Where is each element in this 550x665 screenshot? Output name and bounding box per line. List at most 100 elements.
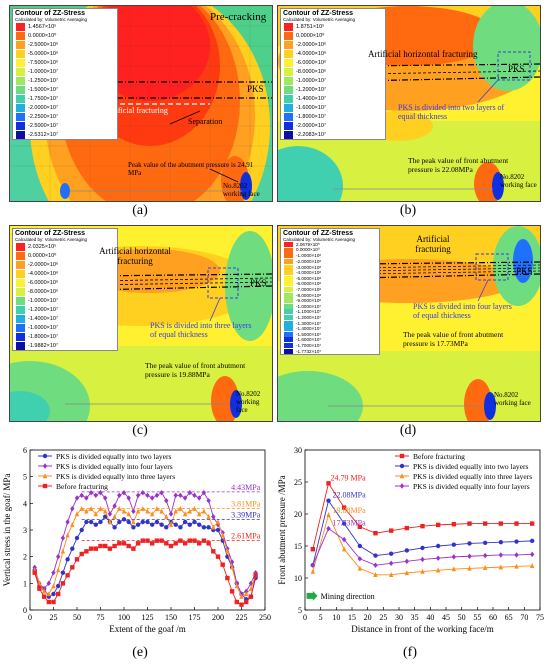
data-point xyxy=(482,521,488,526)
legend-swatch xyxy=(16,31,25,40)
x-tick-label: 125 xyxy=(142,613,154,622)
legend-swatch xyxy=(284,292,293,298)
data-point xyxy=(182,511,188,517)
x-tick-label: 55 xyxy=(473,613,481,622)
legend-label: PKS is divided equally into two layers xyxy=(56,452,171,461)
divided-label: PKS is divided into three layers of equa… xyxy=(150,321,252,339)
legend-swatch xyxy=(284,309,293,315)
data-point xyxy=(211,549,216,554)
data-point xyxy=(65,532,70,538)
legend-row: -8.0000×10⁶ xyxy=(281,292,379,298)
artificial-fracturing-label: Artificial horizontal fracturing xyxy=(368,49,478,59)
legend-value: -2.2500×10⁷ xyxy=(28,113,58,120)
legend-row: -2.2500×10⁷ xyxy=(13,112,117,121)
legend-row: -1.4000×10⁷ xyxy=(13,314,117,323)
data-point xyxy=(514,552,519,558)
title-pre-cracking: Pre-cracking xyxy=(210,11,267,23)
data-point xyxy=(51,569,56,576)
legend-value: -1.6000×10⁷ xyxy=(296,104,326,111)
data-point xyxy=(187,538,192,543)
legend-row: 1.4567×10⁵ xyxy=(13,22,117,31)
legend-row: -1.2500×10⁷ xyxy=(13,76,117,85)
legend-value: 2.0325×10⁵ xyxy=(28,243,57,250)
legend-value: -1.0000×10⁷ xyxy=(296,77,326,84)
legend-row: -2.2083×10⁷ xyxy=(281,130,385,139)
data-point xyxy=(79,527,84,533)
series-0 xyxy=(310,481,535,552)
legend-row: -1.2000×10⁷ xyxy=(13,305,117,314)
legend-swatch xyxy=(284,287,293,293)
legend-swatch xyxy=(16,121,25,130)
data-point xyxy=(435,543,441,549)
legend-label: PKS is divided equally into two layers xyxy=(413,462,528,471)
data-point xyxy=(211,524,216,530)
data-point xyxy=(65,519,70,525)
data-point xyxy=(451,542,457,547)
data-point xyxy=(187,508,192,514)
data-point xyxy=(150,495,155,501)
x-tick-label: 5 xyxy=(319,613,323,622)
data-point xyxy=(182,541,188,546)
data-point xyxy=(126,511,131,517)
data-point xyxy=(201,508,207,514)
legend-row: -2.0000×10⁷ xyxy=(281,121,385,130)
legend-value: -1.0000×10⁷ xyxy=(28,68,58,75)
y-tick-label: 4 xyxy=(23,499,27,508)
data-point xyxy=(420,568,425,574)
legend-value: -2.0000×10⁶ xyxy=(28,261,59,268)
data-point xyxy=(514,539,519,544)
series-line xyxy=(34,491,257,595)
legend-value: -2.0000×10⁷ xyxy=(28,104,58,111)
data-point xyxy=(60,548,66,554)
data-point xyxy=(357,565,363,571)
contour-panel-c: Contour of ZZ-Stress Calculated by: Volu… xyxy=(9,225,273,422)
data-point xyxy=(220,532,225,538)
legend-title: Contour of ZZ-Stress xyxy=(15,10,85,17)
x-tick-label: 0 xyxy=(28,613,32,622)
legend-swatch xyxy=(16,130,25,139)
data-point xyxy=(420,523,425,529)
legend-value: -6.0000×10⁶ xyxy=(296,281,322,287)
x-tick-label: 60 xyxy=(489,613,497,622)
peak-annotation: Peak value of the abutment pressure is 2… xyxy=(128,161,254,177)
data-point xyxy=(373,531,378,536)
data-point xyxy=(46,591,51,597)
legend-value: -2.0000×10⁷ xyxy=(296,122,326,129)
contour-panel-a: Contour of ZZ-Stress Calculated by: Volu… xyxy=(9,5,273,202)
legend-value: -1.4000×10⁷ xyxy=(28,315,58,322)
data-point xyxy=(103,514,108,519)
data-point xyxy=(41,588,47,594)
legend-row: -2.5000×10⁶ xyxy=(13,40,117,49)
legend-row: -2.0000×10⁶ xyxy=(13,260,117,269)
data-point xyxy=(420,545,425,551)
peak-label: 17.73MPa xyxy=(333,519,367,528)
data-point xyxy=(244,591,249,597)
data-point xyxy=(56,567,61,573)
data-point xyxy=(529,538,535,544)
x-tick-label: 50 xyxy=(458,613,466,622)
data-point xyxy=(467,565,472,571)
legend-swatch xyxy=(284,103,293,112)
data-point xyxy=(70,521,75,527)
legend-swatch xyxy=(16,22,25,31)
data-point xyxy=(88,489,94,496)
pks-label: PKS xyxy=(516,266,533,276)
legend-swatch xyxy=(284,337,293,343)
x-tick-label: 15 xyxy=(348,613,356,622)
y-tick-label: 6 xyxy=(23,446,27,455)
data-point xyxy=(70,505,75,512)
legend-row: -1.2000×10⁷ xyxy=(281,85,385,94)
series-3 xyxy=(32,538,258,607)
data-point xyxy=(310,547,316,552)
data-point xyxy=(206,541,211,546)
x-tick-label: 250 xyxy=(259,613,271,622)
legend-row: -1.7500×10⁷ xyxy=(13,94,117,103)
divided-label: PKS is divided into two layers of equal … xyxy=(398,103,505,121)
legend-row: -1.0000×10⁷ xyxy=(13,296,117,305)
data-point xyxy=(150,511,155,517)
legend-swatch xyxy=(16,76,25,85)
data-point xyxy=(135,492,141,499)
data-point xyxy=(93,546,98,551)
legend-label: PKS is divided equally into four layers xyxy=(413,482,530,491)
data-point xyxy=(140,489,145,496)
